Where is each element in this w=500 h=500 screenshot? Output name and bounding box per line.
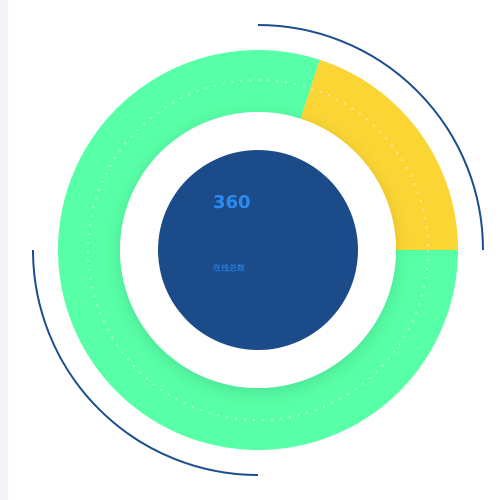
- donut-segment: [300, 59, 458, 250]
- center-value: 360: [213, 192, 251, 213]
- donut-segment: [57, 49, 458, 450]
- side-strip: [0, 0, 8, 500]
- center-disc: [158, 150, 358, 350]
- deco-arc: [257, 24, 484, 251]
- dotted-ring: [87, 79, 429, 421]
- donut: [57, 49, 458, 450]
- center-label: 在线总数: [213, 263, 245, 273]
- deco-arc: [32, 249, 259, 476]
